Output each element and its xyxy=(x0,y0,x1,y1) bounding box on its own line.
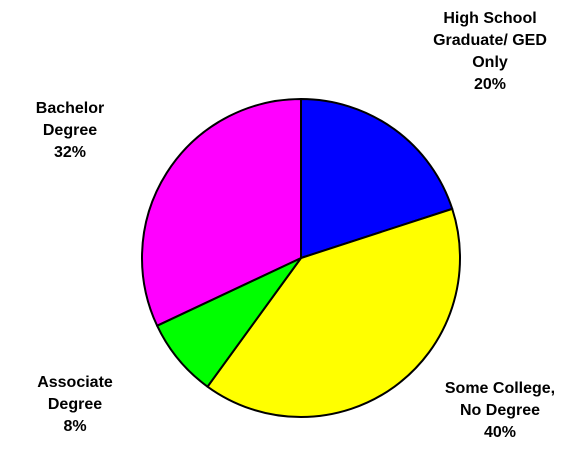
slice-label-line: Some College, xyxy=(444,380,556,397)
slice-label-line: Degree xyxy=(42,122,98,139)
slice-label-associate: Associate Degree 8% xyxy=(0,372,150,438)
slice-label-line: Associate xyxy=(37,374,113,391)
slice-label-line: No Degree xyxy=(459,402,541,419)
slice-percent: 32% xyxy=(53,144,87,161)
pie-slice-3 xyxy=(141,98,302,327)
slice-label-bachelor: Bachelor Degree 32% xyxy=(0,98,140,164)
slice-label-line: High School xyxy=(443,10,537,27)
slice-label-line: Degree xyxy=(47,396,103,413)
slice-label-high-school: High School Graduate/ GED Only 20% xyxy=(405,8,575,96)
slice-percent: 20% xyxy=(473,76,507,93)
pie-slice-0 xyxy=(300,98,454,259)
slice-label-line: Bachelor xyxy=(35,100,105,117)
slice-label-some-college: Some College, No Degree 40% xyxy=(415,378,582,444)
pie-slice-1 xyxy=(206,207,461,418)
slice-label-line: Only xyxy=(472,54,508,71)
slice-percent: 40% xyxy=(483,424,517,441)
slice-percent: 8% xyxy=(63,418,87,435)
slice-label-line: Graduate/ GED xyxy=(433,32,547,49)
